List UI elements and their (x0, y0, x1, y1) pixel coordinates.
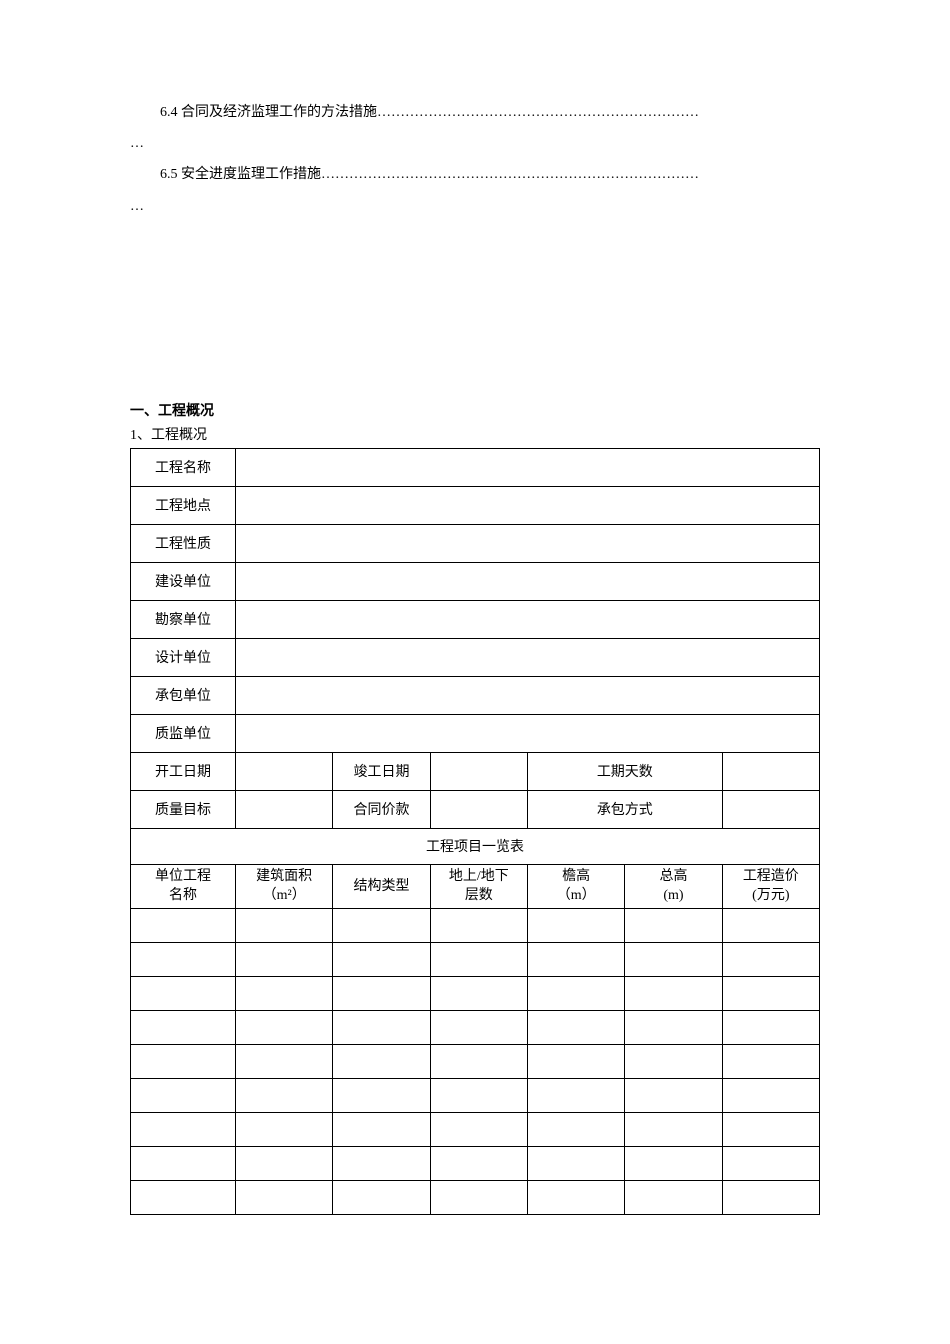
label-contract-price: 合同价款 (333, 790, 430, 828)
col-building-area: 建筑面积（m²） (236, 864, 333, 908)
section-heading: 一、工程概况 (130, 400, 820, 420)
table-row (131, 908, 820, 942)
value-construction-unit (236, 562, 820, 600)
label-project-name: 工程名称 (131, 448, 236, 486)
toc-item-6-5: 6.5 安全进度监理工作措施……………………………………………………………………… (130, 162, 820, 187)
table-header-row: 单位工程名称 建筑面积（m²） 结构类型 地上/地下层数 檐高（m） 总高(m)… (131, 864, 820, 908)
value-design-unit (236, 638, 820, 676)
col-floors: 地上/地下层数 (430, 864, 527, 908)
table-row: 工程地点 (131, 486, 820, 524)
table-row: 建设单位 (131, 562, 820, 600)
table-row: 工程性质 (131, 524, 820, 562)
label-quality-target: 质量目标 (131, 790, 236, 828)
table-row (131, 1044, 820, 1078)
value-start-date (236, 752, 333, 790)
toc-text: 6.5 安全进度监理工作措施……………………………………………………………………… (160, 167, 699, 182)
value-contractor-unit (236, 676, 820, 714)
value-quality-unit (236, 714, 820, 752)
table-row: 勘察单位 (131, 600, 820, 638)
table-row: 质监单位 (131, 714, 820, 752)
table-row (131, 1010, 820, 1044)
project-overview-table: 工程名称 工程地点 工程性质 建设单位 勘察单位 设计单位 承包单位 质监单位 … (130, 448, 820, 1215)
toc-text: 6.4 合同及经济监理工作的方法措施…………………………………………………………… (160, 105, 699, 120)
value-contract-price (430, 790, 527, 828)
table-row: 工程名称 (131, 448, 820, 486)
value-survey-unit (236, 600, 820, 638)
table-row: 质量目标 合同价款 承包方式 (131, 790, 820, 828)
value-project-nature (236, 524, 820, 562)
col-unit-project-name: 单位工程名称 (131, 864, 236, 908)
col-project-cost: 工程造价(万元) (722, 864, 819, 908)
toc-item-dots-1: … (130, 131, 820, 156)
value-project-location (236, 486, 820, 524)
value-duration-days (722, 752, 819, 790)
label-project-location: 工程地点 (131, 486, 236, 524)
value-quality-target (236, 790, 333, 828)
toc-item-6-4: 6.4 合同及经济监理工作的方法措施…………………………………………………………… (130, 100, 820, 125)
table-row (131, 976, 820, 1010)
col-total-height: 总高(m) (625, 864, 722, 908)
label-survey-unit: 勘察单位 (131, 600, 236, 638)
label-design-unit: 设计单位 (131, 638, 236, 676)
table-row: 设计单位 (131, 638, 820, 676)
label-contract-method: 承包方式 (527, 790, 722, 828)
table-row (131, 1112, 820, 1146)
label-start-date: 开工日期 (131, 752, 236, 790)
toc-item-dots-2: … (130, 194, 820, 219)
label-quality-unit: 质监单位 (131, 714, 236, 752)
table-row-project-list-title: 工程项目一览表 (131, 828, 820, 864)
label-construction-unit: 建设单位 (131, 562, 236, 600)
table-row: 开工日期 竣工日期 工期天数 (131, 752, 820, 790)
project-list-title: 工程项目一览表 (131, 828, 820, 864)
value-project-name (236, 448, 820, 486)
value-contract-method (722, 790, 819, 828)
label-duration-days: 工期天数 (527, 752, 722, 790)
table-row (131, 1180, 820, 1214)
col-structure-type: 结构类型 (333, 864, 430, 908)
label-project-nature: 工程性质 (131, 524, 236, 562)
table-row (131, 1146, 820, 1180)
table-row (131, 942, 820, 976)
label-contractor-unit: 承包单位 (131, 676, 236, 714)
table-row (131, 1078, 820, 1112)
label-completion-date: 竣工日期 (333, 752, 430, 790)
table-row: 承包单位 (131, 676, 820, 714)
sub-heading: 1、工程概况 (130, 424, 820, 444)
col-eave-height: 檐高（m） (527, 864, 624, 908)
value-completion-date (430, 752, 527, 790)
